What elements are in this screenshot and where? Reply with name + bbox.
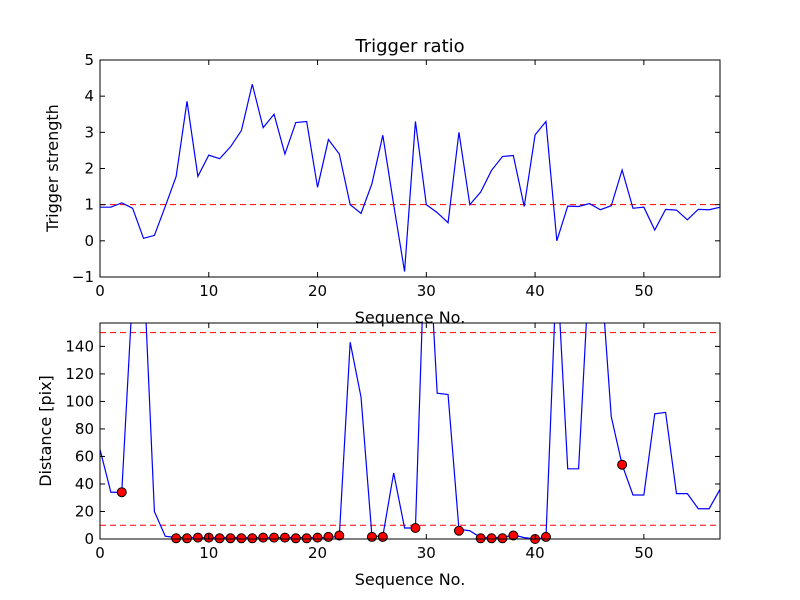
data-point bbox=[247, 533, 258, 544]
y-axis-label: Distance [pix] bbox=[36, 375, 55, 487]
data-point bbox=[323, 531, 334, 542]
y-tick-label: 100 bbox=[65, 392, 94, 410]
data-point bbox=[301, 533, 312, 544]
y-tick-label: −1 bbox=[72, 268, 94, 286]
data-point bbox=[366, 531, 377, 542]
data-point bbox=[453, 525, 464, 536]
data-point bbox=[540, 531, 551, 542]
x-tick-label: 20 bbox=[308, 544, 327, 562]
y-tick-label: 1 bbox=[84, 196, 94, 214]
data-point bbox=[236, 533, 247, 544]
y-tick-label: 120 bbox=[65, 365, 94, 383]
data-point bbox=[269, 532, 280, 543]
x-tick-label: 40 bbox=[526, 282, 545, 300]
plot-area bbox=[100, 323, 720, 539]
x-tick-label: 50 bbox=[634, 544, 653, 562]
x-tick-label: 10 bbox=[199, 282, 218, 300]
x-tick-label: 0 bbox=[95, 544, 105, 562]
data-point bbox=[279, 532, 290, 543]
data-point bbox=[290, 533, 301, 544]
chart-title: Trigger ratio bbox=[354, 36, 464, 57]
data-point bbox=[182, 533, 193, 544]
data-point bbox=[475, 533, 486, 544]
x-tick-label: 10 bbox=[199, 544, 218, 562]
data-point bbox=[116, 487, 127, 498]
data-point bbox=[617, 459, 628, 470]
axes-frame bbox=[99, 322, 721, 540]
plot-area bbox=[100, 84, 720, 272]
y-tick-label: 0 bbox=[84, 530, 94, 548]
x-tick-label: 20 bbox=[308, 282, 327, 300]
data-point bbox=[410, 522, 421, 533]
y-tick-label: 4 bbox=[84, 87, 94, 105]
x-tick-label: 30 bbox=[417, 282, 436, 300]
data-point bbox=[486, 533, 497, 544]
data-point bbox=[497, 533, 508, 544]
x-tick-label: 50 bbox=[634, 282, 653, 300]
y-tick-label: 2 bbox=[84, 160, 94, 178]
data-point bbox=[214, 533, 225, 544]
y-tick-label: 60 bbox=[75, 447, 94, 465]
data-point bbox=[508, 530, 519, 541]
y-tick-label: 40 bbox=[75, 475, 94, 493]
distance-chart: 0 10 20 30 40 50 0 20 40 60 80 100 120 140 Sequence N… bbox=[36, 322, 721, 589]
data-point bbox=[171, 533, 182, 544]
data-point bbox=[192, 532, 203, 543]
y-tick-label: 0 bbox=[84, 232, 94, 250]
x-axis-label: Sequence No. bbox=[355, 308, 466, 327]
y-tick-label: 5 bbox=[84, 51, 94, 69]
y-tick-label: 80 bbox=[75, 420, 94, 438]
series-line bbox=[100, 323, 720, 539]
y-axis-label: Trigger strength bbox=[43, 104, 62, 233]
x-tick-label: 0 bbox=[95, 282, 105, 300]
axis-ticks: 0 10 20 30 40 50 0 20 40 60 80 100 120 140 bbox=[65, 323, 720, 562]
y-tick-label: 20 bbox=[75, 502, 94, 520]
data-point bbox=[377, 531, 388, 542]
x-axis-label: Sequence No. bbox=[355, 570, 466, 589]
x-tick-label: 30 bbox=[417, 544, 436, 562]
series-line bbox=[100, 84, 720, 272]
y-tick-label: 3 bbox=[84, 123, 94, 141]
x-tick-label: 40 bbox=[526, 544, 545, 562]
axes-frame bbox=[99, 59, 721, 278]
data-point bbox=[334, 530, 345, 541]
data-point bbox=[258, 532, 269, 543]
data-point bbox=[225, 533, 236, 544]
y-tick-label: 140 bbox=[65, 337, 94, 355]
